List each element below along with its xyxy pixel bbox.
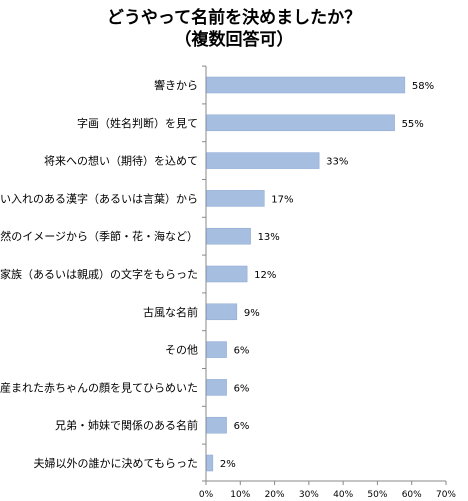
category-label: 夫婦以外の誰かに決めてもらった	[34, 456, 198, 470]
bar	[206, 227, 251, 245]
value-label: 12%	[254, 270, 276, 281]
value-label: 33%	[326, 157, 348, 168]
x-tick-label: 20%	[265, 490, 285, 500]
value-label: 6%	[234, 383, 250, 394]
category-label: 産まれた赤ちゃんの顔を見てひらめいた	[0, 380, 198, 394]
category-label: 字画（姓名判断）を見て	[77, 116, 198, 130]
value-label: 55%	[402, 119, 424, 130]
bar	[206, 454, 214, 472]
bar	[206, 416, 227, 434]
bar	[206, 152, 320, 169]
x-tick-label: 70%	[436, 490, 456, 500]
value-label: 2%	[220, 459, 236, 470]
x-tick-label: 10%	[230, 490, 250, 500]
value-label: 13%	[258, 232, 280, 243]
x-tick-label: 30%	[299, 490, 319, 500]
value-label: 58%	[412, 81, 434, 92]
x-tick-label: 0%	[199, 490, 214, 500]
bar	[206, 114, 395, 132]
value-label: 6%	[234, 421, 250, 432]
category-label: 古風な名前	[143, 305, 198, 319]
bar	[206, 190, 265, 207]
bar	[206, 76, 406, 94]
chart-title: どうやって名前を決めましたか？	[106, 8, 362, 28]
x-tick-label: 40%	[333, 490, 353, 500]
bar	[206, 303, 238, 321]
bar	[206, 265, 248, 283]
value-label: 17%	[271, 194, 293, 205]
chart-subtitle: （複数回答可）	[174, 30, 294, 50]
category-label: その他	[165, 344, 198, 357]
category-label: 家族（あるいは親戚）の文字をもらった	[0, 267, 198, 281]
value-label: 6%	[234, 346, 250, 357]
category-label: 自然のイメージから（季節・花・海など）	[0, 229, 198, 243]
x-tick-label: 50%	[367, 490, 387, 500]
value-label: 9%	[244, 308, 260, 319]
category-label: 将来への想い（期待）を込めて	[44, 154, 198, 168]
category-label: 響きから	[154, 78, 198, 92]
bar	[206, 379, 227, 396]
category-label: 思い入れのある漢字（あるいは言葉）から	[0, 191, 198, 205]
category-label: 兄弟・姉妹で関係のある名前	[55, 418, 198, 432]
x-tick-label: 60%	[402, 490, 422, 500]
bar	[206, 341, 227, 358]
